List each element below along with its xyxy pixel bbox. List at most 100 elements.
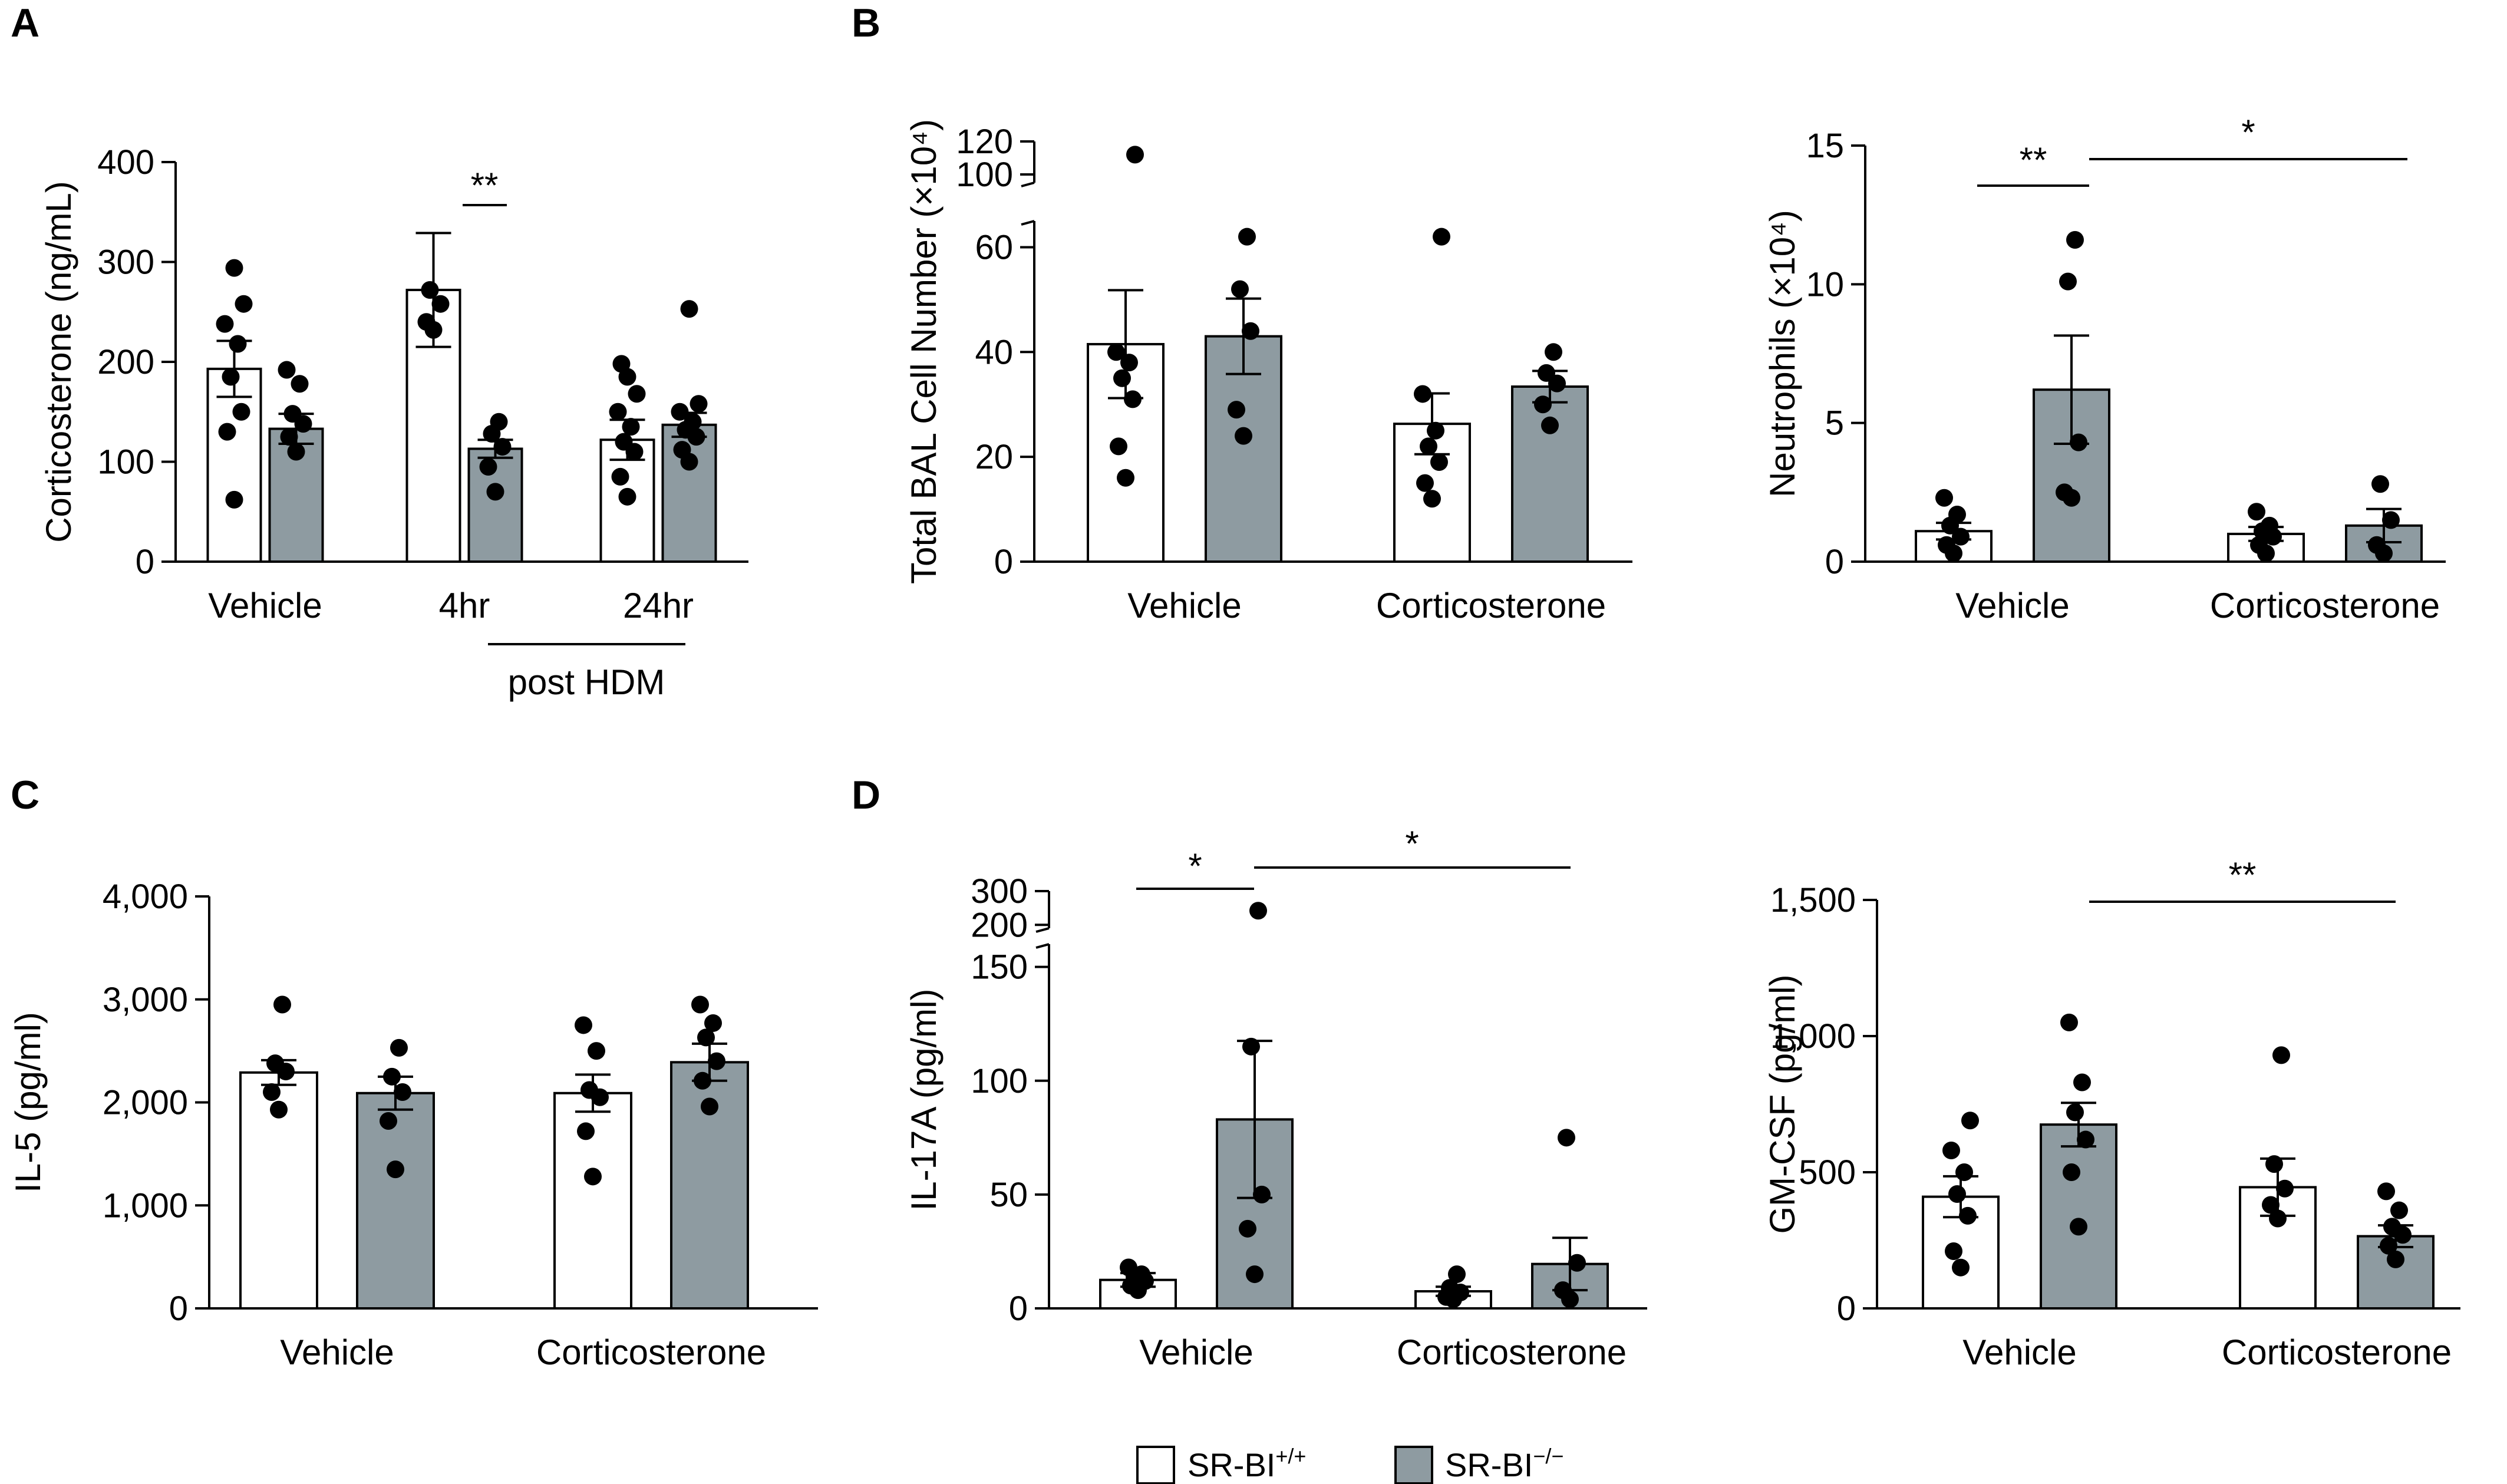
y-tick-label: 5 <box>1825 404 1844 443</box>
y-axis-label: IL-17A (pg/ml) <box>904 989 944 1211</box>
data-point <box>2066 1103 2084 1122</box>
x-category-label: Vehicle <box>1127 586 1241 625</box>
y-tick-label: 400 <box>97 143 154 182</box>
data-point <box>486 483 504 501</box>
significance-marker: * <box>2241 113 2255 152</box>
axis-break-mark <box>1035 927 1050 933</box>
legend: SR-BI+/+ SR-BI−/− <box>1136 1444 1563 1484</box>
data-point <box>216 315 234 333</box>
y-axis-label: Corticosterone (ng/mL) <box>39 181 78 543</box>
data-point <box>1538 364 1555 382</box>
data-point <box>2077 1130 2094 1149</box>
data-point <box>611 467 629 486</box>
data-point <box>2066 231 2084 249</box>
data-point <box>2248 503 2265 521</box>
y-tick-label: 300 <box>97 243 154 282</box>
data-point <box>1249 902 1267 920</box>
data-point <box>263 1083 281 1102</box>
data-point <box>575 1016 592 1034</box>
data-point <box>1253 1185 1271 1203</box>
y-tick-label: 0 <box>136 543 154 581</box>
data-point <box>708 1052 725 1070</box>
panel-label-d: D <box>852 773 880 817</box>
data-point <box>1945 1242 1962 1260</box>
data-point <box>1239 1219 1256 1238</box>
y-tick-label: 150 <box>971 948 1028 987</box>
data-point <box>628 385 646 403</box>
y-tick-label: 20 <box>975 438 1013 476</box>
y-tick-label: 1,000 <box>103 1186 188 1225</box>
x-category-label: Corticosterone <box>2222 1333 2452 1372</box>
data-point <box>479 457 497 476</box>
y-tick-label: 100 <box>956 156 1013 194</box>
bar-ko <box>356 1091 435 1310</box>
data-point <box>2250 536 2268 554</box>
data-point <box>2261 516 2278 535</box>
data-point <box>2063 1163 2080 1181</box>
data-point <box>1120 354 1138 372</box>
axis-break-mark <box>1021 220 1035 226</box>
data-point <box>1558 1129 1575 1147</box>
data-point <box>577 1122 595 1140</box>
significance-marker: ** <box>2020 140 2047 180</box>
legend-label-ko-sup: −/− <box>1533 1444 1563 1468</box>
data-point <box>1448 1265 1466 1284</box>
data-point <box>584 1168 602 1186</box>
data-point <box>417 313 436 331</box>
panel-label-c: C <box>11 773 39 817</box>
data-point <box>612 355 631 373</box>
data-point <box>2056 483 2073 502</box>
data-point <box>2371 475 2389 493</box>
data-point <box>2272 1046 2290 1064</box>
y-tick-label: 1,500 <box>1770 881 1856 919</box>
data-point <box>1420 437 1437 456</box>
legend-label-wt-sup: +/+ <box>1275 1444 1306 1468</box>
legend-label-ko: SR-BI−/− <box>1445 1444 1563 1483</box>
data-point <box>1107 343 1125 361</box>
data-point <box>2060 1013 2078 1031</box>
data-point <box>1235 427 1252 445</box>
y-tick-label: 10 <box>1806 265 1844 304</box>
data-point <box>287 443 305 461</box>
data-point <box>266 1054 284 1073</box>
data-point <box>1124 390 1142 408</box>
data-point <box>235 295 253 313</box>
x-category-label: Corticosterone <box>1376 586 1606 625</box>
x-category-label: 4hr <box>439 586 490 625</box>
significance-marker: ** <box>471 166 499 205</box>
y-axis-label: Neutrophils (×10⁴) <box>1763 210 1802 497</box>
data-point <box>2059 272 2077 291</box>
data-point <box>1938 536 1955 554</box>
data-point <box>1126 146 1144 164</box>
data-point <box>697 1028 715 1047</box>
data-point <box>394 1083 411 1102</box>
y-tick-label: 50 <box>989 1176 1028 1214</box>
data-point <box>1948 1185 1966 1203</box>
data-point <box>273 995 291 1014</box>
y-tick-label: 0 <box>1837 1290 1856 1328</box>
data-point <box>622 418 640 436</box>
y-tick-label: 15 <box>1806 127 1844 165</box>
data-point <box>690 395 708 413</box>
axis-break-mark <box>1021 182 1035 187</box>
data-point <box>280 428 298 446</box>
significance-marker: * <box>1405 824 1419 863</box>
post-hdm-label: post HDM <box>508 662 665 702</box>
data-point <box>2387 1250 2404 1268</box>
significance-marker: ** <box>2229 855 2257 895</box>
x-category-label: Corticosterone <box>1397 1333 1627 1372</box>
y-tick-label: 1,000 <box>1770 1017 1856 1056</box>
data-point <box>1113 369 1131 387</box>
data-point <box>2383 1218 2401 1236</box>
data-point <box>1959 1206 1977 1225</box>
y-tick-label: 4,000 <box>103 878 188 916</box>
data-point <box>1441 1279 1459 1297</box>
bar-wt <box>553 1091 632 1310</box>
data-point <box>580 1081 598 1099</box>
axis-break-mark <box>1035 943 1050 949</box>
data-point <box>225 490 243 509</box>
x-category-label: Vehicle <box>208 586 322 625</box>
